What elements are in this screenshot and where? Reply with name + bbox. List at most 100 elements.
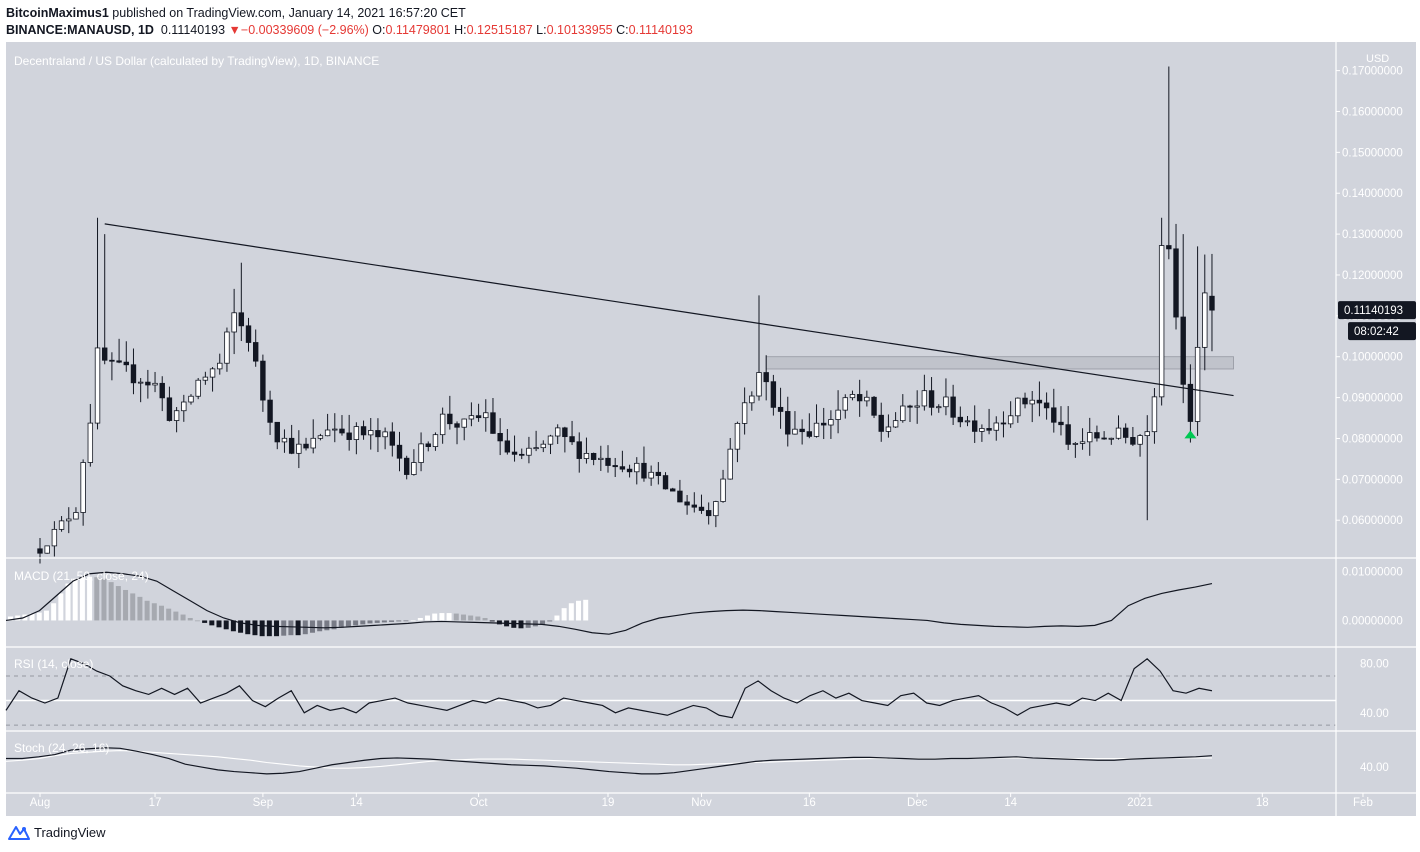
candle[interactable] (288, 424, 295, 455)
candle[interactable] (972, 405, 978, 443)
candle[interactable] (274, 421, 280, 450)
candle[interactable] (777, 387, 784, 429)
candle[interactable] (655, 462, 662, 485)
candle[interactable] (670, 487, 676, 492)
candle[interactable] (871, 396, 877, 419)
candle[interactable] (1166, 66, 1172, 260)
candle[interactable] (705, 502, 712, 525)
candle[interactable] (770, 374, 777, 416)
candle[interactable] (950, 384, 956, 425)
candle[interactable] (698, 494, 705, 514)
author-name[interactable]: BitcoinMaximus1 (6, 6, 109, 20)
candle[interactable] (87, 403, 94, 467)
candle[interactable] (562, 426, 568, 453)
candle[interactable] (878, 402, 884, 442)
candle[interactable] (598, 445, 604, 471)
candle[interactable] (44, 545, 50, 554)
candle[interactable] (1194, 246, 1201, 436)
candle[interactable] (188, 394, 194, 405)
candle[interactable] (80, 459, 86, 526)
candle[interactable] (849, 390, 856, 401)
candle[interactable] (749, 391, 755, 411)
candle[interactable] (231, 288, 237, 355)
candle[interactable] (173, 407, 180, 433)
descending-trendline[interactable] (104, 223, 1234, 397)
candle[interactable] (1079, 428, 1086, 450)
candle[interactable] (1029, 391, 1035, 423)
candle[interactable] (626, 464, 633, 478)
candle[interactable] (619, 450, 626, 473)
main-price-pane[interactable]: Decentraland / US Dollar (calculated by … (14, 53, 1416, 564)
candle[interactable] (217, 353, 223, 375)
candle[interactable] (332, 413, 338, 443)
candle[interactable] (1015, 397, 1021, 423)
candle[interactable] (252, 329, 259, 367)
tradingview-footer[interactable]: TradingView (8, 824, 106, 840)
candle[interactable] (475, 403, 482, 422)
candle[interactable] (720, 469, 726, 503)
candle[interactable] (396, 431, 403, 472)
candle[interactable] (583, 437, 590, 464)
candle[interactable] (94, 217, 101, 430)
candle[interactable] (152, 371, 158, 393)
candle[interactable] (116, 338, 122, 364)
candle[interactable] (490, 398, 496, 434)
candle[interactable] (102, 234, 108, 365)
candle[interactable] (979, 424, 985, 442)
candle[interactable] (1108, 437, 1115, 445)
candle[interactable] (58, 516, 65, 532)
candle[interactable] (267, 390, 273, 435)
candle[interactable] (648, 465, 654, 486)
candle[interactable] (66, 507, 72, 534)
stoch-k-line[interactable] (6, 747, 1213, 775)
candle[interactable] (1051, 388, 1057, 433)
candle[interactable] (109, 352, 115, 381)
candle[interactable] (1187, 364, 1194, 443)
candle[interactable] (1101, 431, 1107, 440)
candle[interactable] (1173, 223, 1179, 330)
macd-pane[interactable]: 0.00000000 0.01000000 MACD (21, 50, close,… (5, 566, 1403, 637)
candle[interactable] (885, 414, 892, 438)
candle[interactable] (403, 455, 410, 480)
candle[interactable] (310, 419, 316, 454)
candle[interactable] (209, 367, 216, 392)
candle[interactable] (360, 420, 367, 440)
candle[interactable] (533, 430, 539, 452)
candle[interactable] (224, 327, 230, 372)
candle[interactable] (993, 416, 999, 441)
candle[interactable] (892, 412, 899, 429)
candle[interactable] (943, 378, 949, 416)
candle[interactable] (202, 371, 209, 385)
candle[interactable] (540, 440, 546, 453)
candle[interactable] (792, 411, 798, 435)
candle[interactable] (137, 378, 144, 403)
candle[interactable] (921, 374, 928, 411)
candle[interactable] (590, 452, 597, 466)
candle[interactable] (468, 402, 475, 427)
candle[interactable] (1115, 415, 1122, 440)
candle[interactable] (195, 377, 201, 400)
candle[interactable] (634, 457, 640, 485)
candle[interactable] (51, 521, 58, 557)
candle[interactable] (1180, 234, 1186, 404)
candle[interactable] (368, 417, 374, 450)
candle[interactable] (605, 445, 611, 473)
candle[interactable] (389, 422, 396, 457)
candle[interactable] (483, 399, 489, 432)
candle[interactable] (856, 379, 863, 417)
candle[interactable] (526, 436, 532, 464)
candle[interactable] (842, 394, 848, 419)
candle[interactable] (936, 404, 942, 413)
candle[interactable] (1144, 415, 1150, 521)
candle[interactable] (504, 428, 511, 455)
candle[interactable] (964, 415, 971, 427)
candle[interactable] (1022, 392, 1028, 409)
time-axis[interactable]: Aug 17 Sep 14 Oct 19 Nov 16 Dec 14 2021 18 Feb (30, 793, 1373, 809)
rsi-pane[interactable]: 40.00 80.00 RSI (14, close) (5, 657, 1389, 726)
candle[interactable] (641, 446, 647, 482)
candle[interactable] (1137, 434, 1143, 457)
stoch-d-line[interactable] (5, 750, 1212, 769)
candle[interactable] (756, 295, 762, 401)
candle[interactable] (411, 449, 417, 476)
candle[interactable] (497, 418, 503, 456)
